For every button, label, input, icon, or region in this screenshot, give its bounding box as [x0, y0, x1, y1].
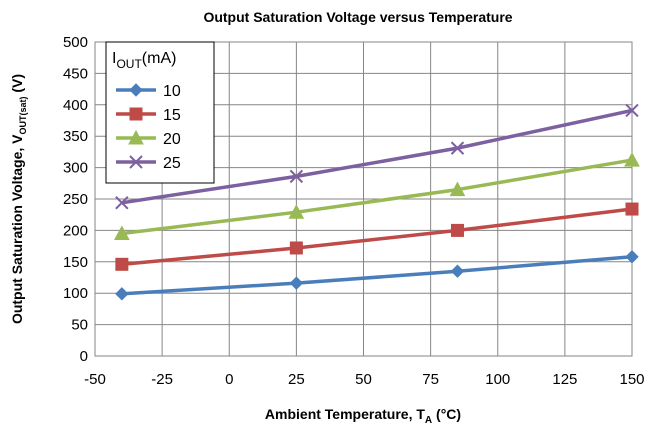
plot-area	[94, 41, 633, 357]
legend-marker	[129, 155, 143, 169]
legend-item: 25	[116, 155, 181, 172]
legend-label: 15	[163, 107, 181, 124]
series-25	[115, 103, 639, 210]
legend-title: IOUT(mA)	[112, 50, 176, 71]
series-line	[121, 207, 633, 267]
x-tick-label: 50	[355, 371, 372, 388]
data-point	[450, 223, 464, 237]
y-tick-label: 300	[63, 160, 88, 177]
series-20	[114, 152, 640, 241]
data-point	[625, 250, 639, 264]
legend-item: 15	[116, 107, 181, 124]
data-point	[625, 103, 639, 118]
x-tick-label: 25	[288, 371, 305, 388]
x-tick-label: 75	[422, 371, 439, 388]
x-tick-label: -25	[151, 371, 173, 388]
data-point	[114, 225, 130, 241]
legend-item: 20	[116, 129, 181, 148]
series-line	[121, 255, 633, 296]
data-point	[449, 181, 466, 197]
data-point	[289, 241, 303, 255]
y-tick-label: 250	[63, 191, 88, 208]
x-axis-title-sub: A	[425, 415, 432, 426]
legend-marker	[128, 129, 144, 145]
data-point	[288, 204, 305, 219]
y-tick-label: 500	[63, 34, 88, 51]
y-tick-label: 0	[80, 348, 88, 365]
legend-title-main: I	[112, 50, 116, 67]
x-axis-ticks: -50 -25 0 25 50 75 100 125 150	[84, 371, 644, 388]
data-point	[115, 287, 129, 301]
legend: IOUT(mA) 10 15 20 25	[105, 41, 215, 184]
series-10	[115, 250, 639, 301]
chart-title: Output Saturation Voltage versus Tempera…	[203, 9, 512, 25]
data-point	[289, 169, 304, 184]
y-tick-label: 450	[63, 65, 88, 82]
y-tick-label: 50	[71, 317, 88, 334]
x-axis-title: Ambient Temperature, TA (°C)	[265, 406, 461, 426]
data-point	[115, 196, 129, 210]
x-tick-label: 125	[552, 371, 577, 388]
legend-marker	[129, 83, 143, 97]
y-tick-label: 400	[63, 97, 88, 114]
x-tick-label: 100	[485, 371, 510, 388]
y-axis-title: Output Saturation Voltage, VOUT(sat) (V)	[9, 74, 28, 324]
y-tick-label: 200	[63, 222, 88, 239]
legend-label: 10	[163, 83, 181, 100]
legend-title-sub: OUT	[116, 57, 142, 71]
y-axis-title-sub: OUT(sat)	[18, 97, 28, 135]
legend-entries: 10 15 20 25	[116, 83, 181, 172]
x-axis-title-unit: (°C)	[432, 406, 461, 422]
x-axis-title-main: Ambient Temperature, T	[265, 406, 425, 422]
legend-label: 20	[163, 131, 181, 148]
legend-title-unit: (mA)	[142, 50, 177, 67]
y-tick-label: 150	[63, 254, 88, 271]
y-tick-label: 350	[63, 128, 88, 145]
data-point	[289, 276, 304, 290]
y-axis-title-unit: (V)	[9, 74, 25, 97]
series-15	[115, 202, 639, 271]
legend-item: 10	[116, 83, 181, 100]
y-axis-ticks: 0 50 100 150 200 250 300 350 400 450 500	[63, 34, 88, 365]
x-tick-label: -50	[84, 371, 106, 388]
gridlines	[94, 41, 633, 357]
series-line	[121, 158, 633, 236]
legend-label: 25	[163, 155, 181, 172]
data-point	[625, 202, 639, 216]
legend-marker	[129, 107, 143, 121]
series-line	[121, 108, 633, 205]
y-axis-title-main: Output Saturation Voltage, V	[9, 134, 25, 324]
x-tick-label: 0	[225, 371, 233, 388]
x-tick-label: 150	[619, 371, 644, 388]
y-tick-label: 100	[63, 285, 88, 302]
data-point	[450, 264, 465, 278]
data-point	[115, 257, 129, 271]
data-point	[450, 141, 465, 155]
series-layer	[114, 103, 640, 301]
data-point	[624, 152, 640, 167]
